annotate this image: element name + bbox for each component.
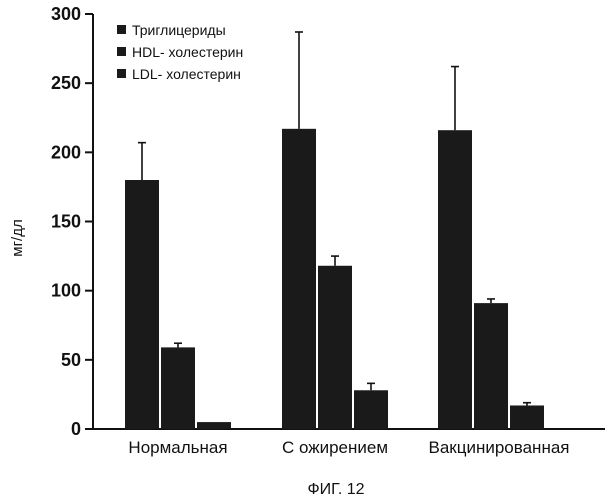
- legend-label: LDL- холестерин: [132, 66, 241, 82]
- x-axis: Нормальная С ожирением Вакцинированная: [93, 429, 605, 457]
- legend-swatch: [117, 25, 126, 34]
- bar: [438, 130, 472, 429]
- bar: [125, 180, 159, 429]
- y-tick-label: 150: [51, 212, 81, 232]
- legend-swatch: [117, 47, 126, 56]
- bar: [510, 405, 544, 429]
- bar: [161, 347, 195, 429]
- y-tick-label: 50: [61, 350, 81, 370]
- bar: [354, 390, 388, 429]
- y-tick-label: 0: [71, 419, 81, 439]
- figure-caption: ФИГ. 12: [307, 481, 364, 498]
- x-tick-label: Нормальная: [128, 438, 227, 457]
- y-tick-label: 250: [51, 73, 81, 93]
- y-tick-label: 300: [51, 4, 81, 24]
- bars: [125, 32, 544, 429]
- bar: [474, 303, 508, 429]
- y-axis: 0 50 100 150 200 250 300: [51, 4, 93, 439]
- y-tick-label: 200: [51, 142, 81, 162]
- legend: Триглицериды HDL- холестерин LDL- холестер…: [117, 22, 243, 82]
- x-tick-label: С ожирением: [282, 438, 388, 457]
- bar: [282, 129, 316, 429]
- x-tick-label: Вакцинированная: [429, 438, 570, 457]
- legend-label: Триглицериды: [132, 22, 226, 38]
- y-tick-label: 100: [51, 281, 81, 301]
- bar: [197, 422, 231, 429]
- y-axis-title: мг/дл: [9, 219, 26, 256]
- bar: [318, 266, 352, 429]
- legend-swatch: [117, 69, 126, 78]
- legend-label: HDL- холестерин: [132, 44, 243, 60]
